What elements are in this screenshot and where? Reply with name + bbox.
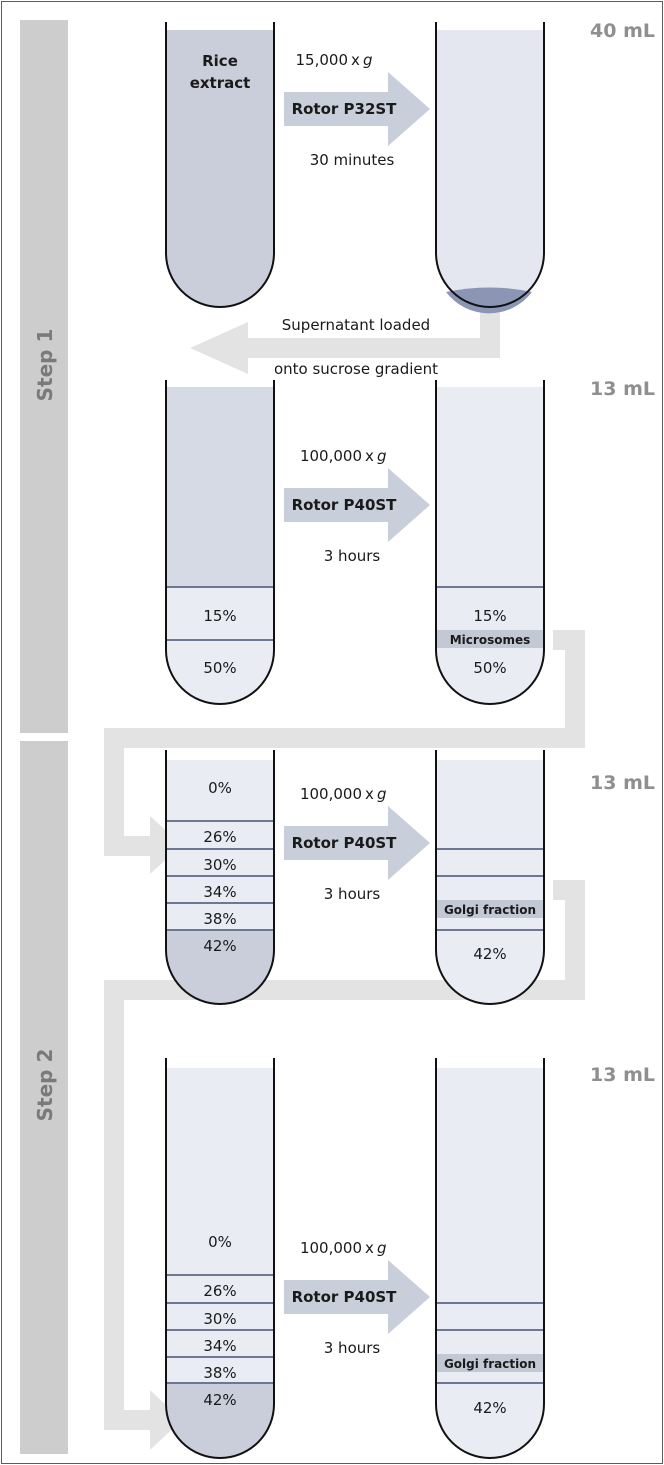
time-row4: 3 hours (324, 1339, 381, 1357)
tube-right-row3 (435, 750, 545, 1005)
centrifuge-arrow-row2 (284, 468, 430, 542)
step-1-bar (20, 20, 68, 733)
microsomes-band (436, 630, 544, 648)
golgi-band-row3 (436, 900, 544, 918)
transfer-note-line2: onto sucrose gradient (274, 360, 438, 378)
step-1-label: Step 1 (33, 329, 57, 402)
connector-2-arrow (104, 630, 585, 874)
layer-50-left: 50% (203, 659, 236, 677)
microsomes-label: Microsomes (450, 633, 531, 647)
g-symbol-row4: g (377, 1239, 387, 1257)
bottom-42-row4: 42% (473, 1399, 506, 1417)
rotor-label-row2: Rotor P40ST (292, 496, 398, 514)
volume-row2: 13 mL (590, 378, 655, 400)
svg-text:x: x (365, 447, 374, 465)
transfer-note-line1: Supernatant loaded (282, 316, 430, 334)
g-symbol-row3: g (377, 785, 387, 803)
layer-50-right: 50% (473, 659, 506, 677)
layer-30-row4: 30% (203, 1310, 236, 1328)
layer-34-row3: 34% (203, 883, 236, 901)
speed-row4: 100,000 (300, 1239, 362, 1257)
row-4: 0% 26% 30% 34% 38% 42% Golgi fraction 42… (165, 1058, 655, 1459)
golgi-label-row3: Golgi fraction (444, 903, 536, 917)
tube-left-row4 (165, 1058, 275, 1459)
tube-right-row4 (435, 1058, 545, 1459)
sample-label-line1: Rice (202, 52, 238, 70)
rotor-label-row4: Rotor P40ST (292, 1288, 398, 1306)
golgi-label-row4: Golgi fraction (444, 1357, 536, 1371)
tube-left-row2 (165, 380, 275, 705)
volume-row1: 40 mL (590, 20, 655, 42)
layer-26-row3: 26% (203, 828, 236, 846)
layer-0-row3: 0% (208, 779, 232, 797)
layer-38-row4: 38% (203, 1364, 236, 1382)
layer-26-row4: 26% (203, 1282, 236, 1300)
centrifuge-arrow-row1 (284, 72, 430, 146)
bottom-42-row3: 42% (473, 945, 506, 963)
tube-right-row1 (435, 22, 545, 308)
tube-left-row1 (165, 22, 275, 308)
layer-15-left: 15% (203, 607, 236, 625)
row-3: 0% 26% 30% 34% 38% 42% Golgi fraction 42… (165, 750, 655, 1005)
rotor-label-row1: Rotor P32ST (292, 100, 398, 118)
time-row3: 3 hours (324, 885, 381, 903)
step-2-bar (20, 741, 68, 1454)
sample-label-line2: extract (190, 74, 251, 92)
transfer-connectors (104, 310, 585, 1450)
row-1: Rice extract Rotor P32ST 15,000 x g 30 m… (165, 20, 655, 378)
row-2: 15% 50% 15% Microsomes 50% Rotor P40ST 1… (165, 378, 655, 705)
golgi-band-row4 (436, 1354, 544, 1372)
speed-row3: 100,000 (300, 785, 362, 803)
layer-38-row3: 38% (203, 910, 236, 928)
tube-left-row3 (165, 750, 275, 1005)
connector-1-arrow (190, 310, 500, 374)
layer-42-row3: 42% (203, 937, 236, 955)
layer-34-row4: 34% (203, 1337, 236, 1355)
tube-right-row2 (435, 380, 545, 705)
speed-row2: 100,000 (300, 447, 362, 465)
layer-15-right: 15% (473, 607, 506, 625)
svg-text:x: x (365, 1239, 374, 1257)
g-symbol-row1: g (363, 51, 373, 69)
layer-42-row4: 42% (203, 1391, 236, 1409)
g-symbol-row2: g (377, 447, 387, 465)
connector-3-arrow (104, 880, 585, 1450)
step-2-label: Step 2 (33, 1049, 57, 1122)
layer-0-row4: 0% (208, 1233, 232, 1251)
layer-30-row3: 30% (203, 856, 236, 874)
volume-row3: 13 mL (590, 772, 655, 794)
volume-row4: 13 mL (590, 1064, 655, 1086)
centrifuge-arrow-row4 (284, 1260, 430, 1334)
rotor-label-row3: Rotor P40ST (292, 834, 398, 852)
svg-text:x: x (351, 51, 360, 69)
time-row1: 30 minutes (310, 151, 395, 169)
svg-text:x: x (365, 785, 374, 803)
centrifuge-arrow-row3 (284, 806, 430, 880)
speed-row1: 15,000 (296, 51, 349, 69)
time-row2: 3 hours (324, 547, 381, 565)
pellet (446, 287, 532, 314)
